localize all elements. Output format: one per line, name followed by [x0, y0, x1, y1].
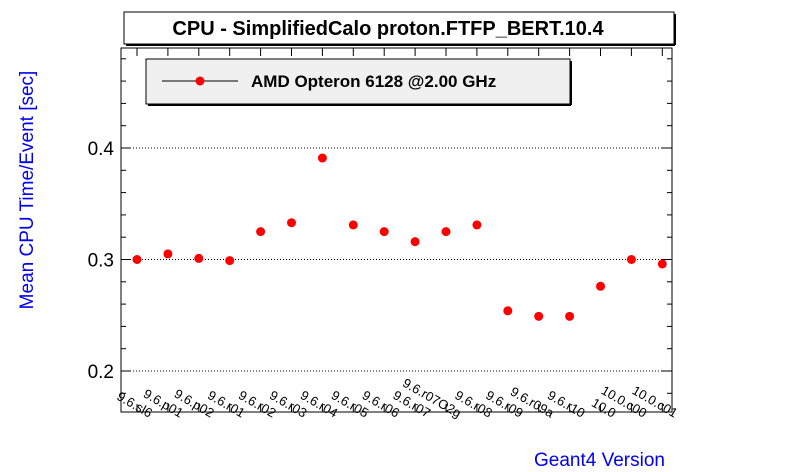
- legend-label: AMD Opteron 6128 @2.00 GHz: [251, 72, 496, 91]
- plot-frame: [120, 47, 673, 413]
- data-point: [287, 218, 296, 228]
- data-point: [626, 255, 636, 264]
- data-point: [379, 227, 389, 237]
- data-point: [163, 249, 173, 259]
- data-point: [348, 220, 358, 230]
- data-point: [132, 255, 142, 264]
- data-point: [472, 220, 482, 230]
- y-tick-label: 0.3: [88, 251, 114, 272]
- legend-marker: [195, 76, 205, 86]
- data-point: [596, 281, 605, 291]
- data-point: [441, 227, 451, 237]
- data-point: [534, 311, 544, 321]
- y-axis-title: Mean CPU Time/Event [sec]: [17, 71, 38, 310]
- y-tick-label: 0.4: [88, 139, 115, 160]
- data-point: [657, 259, 667, 269]
- y-axis: 0.2 0.3 0.4: [88, 58, 672, 394]
- chart-title: CPU - SimplifiedCalo proton.FTFP_BERT.10…: [172, 18, 604, 40]
- data-point: [256, 227, 266, 237]
- y-tick-label: 0.2: [88, 362, 114, 383]
- legend: AMD Opteron 6128 @2.00 GHz: [145, 58, 572, 106]
- x-axis-title: Geant4 Version: [534, 450, 665, 471]
- data-point: [565, 311, 575, 321]
- data-points: [132, 153, 667, 321]
- data-point: [225, 256, 235, 266]
- data-point: [317, 153, 327, 163]
- data-point: [410, 237, 420, 247]
- grid-lines: [121, 147, 672, 372]
- data-point: [503, 306, 513, 316]
- title-box: CPU - SimplifiedCalo proton.FTFP_BERT.10…: [123, 11, 676, 46]
- data-point: [194, 253, 204, 263]
